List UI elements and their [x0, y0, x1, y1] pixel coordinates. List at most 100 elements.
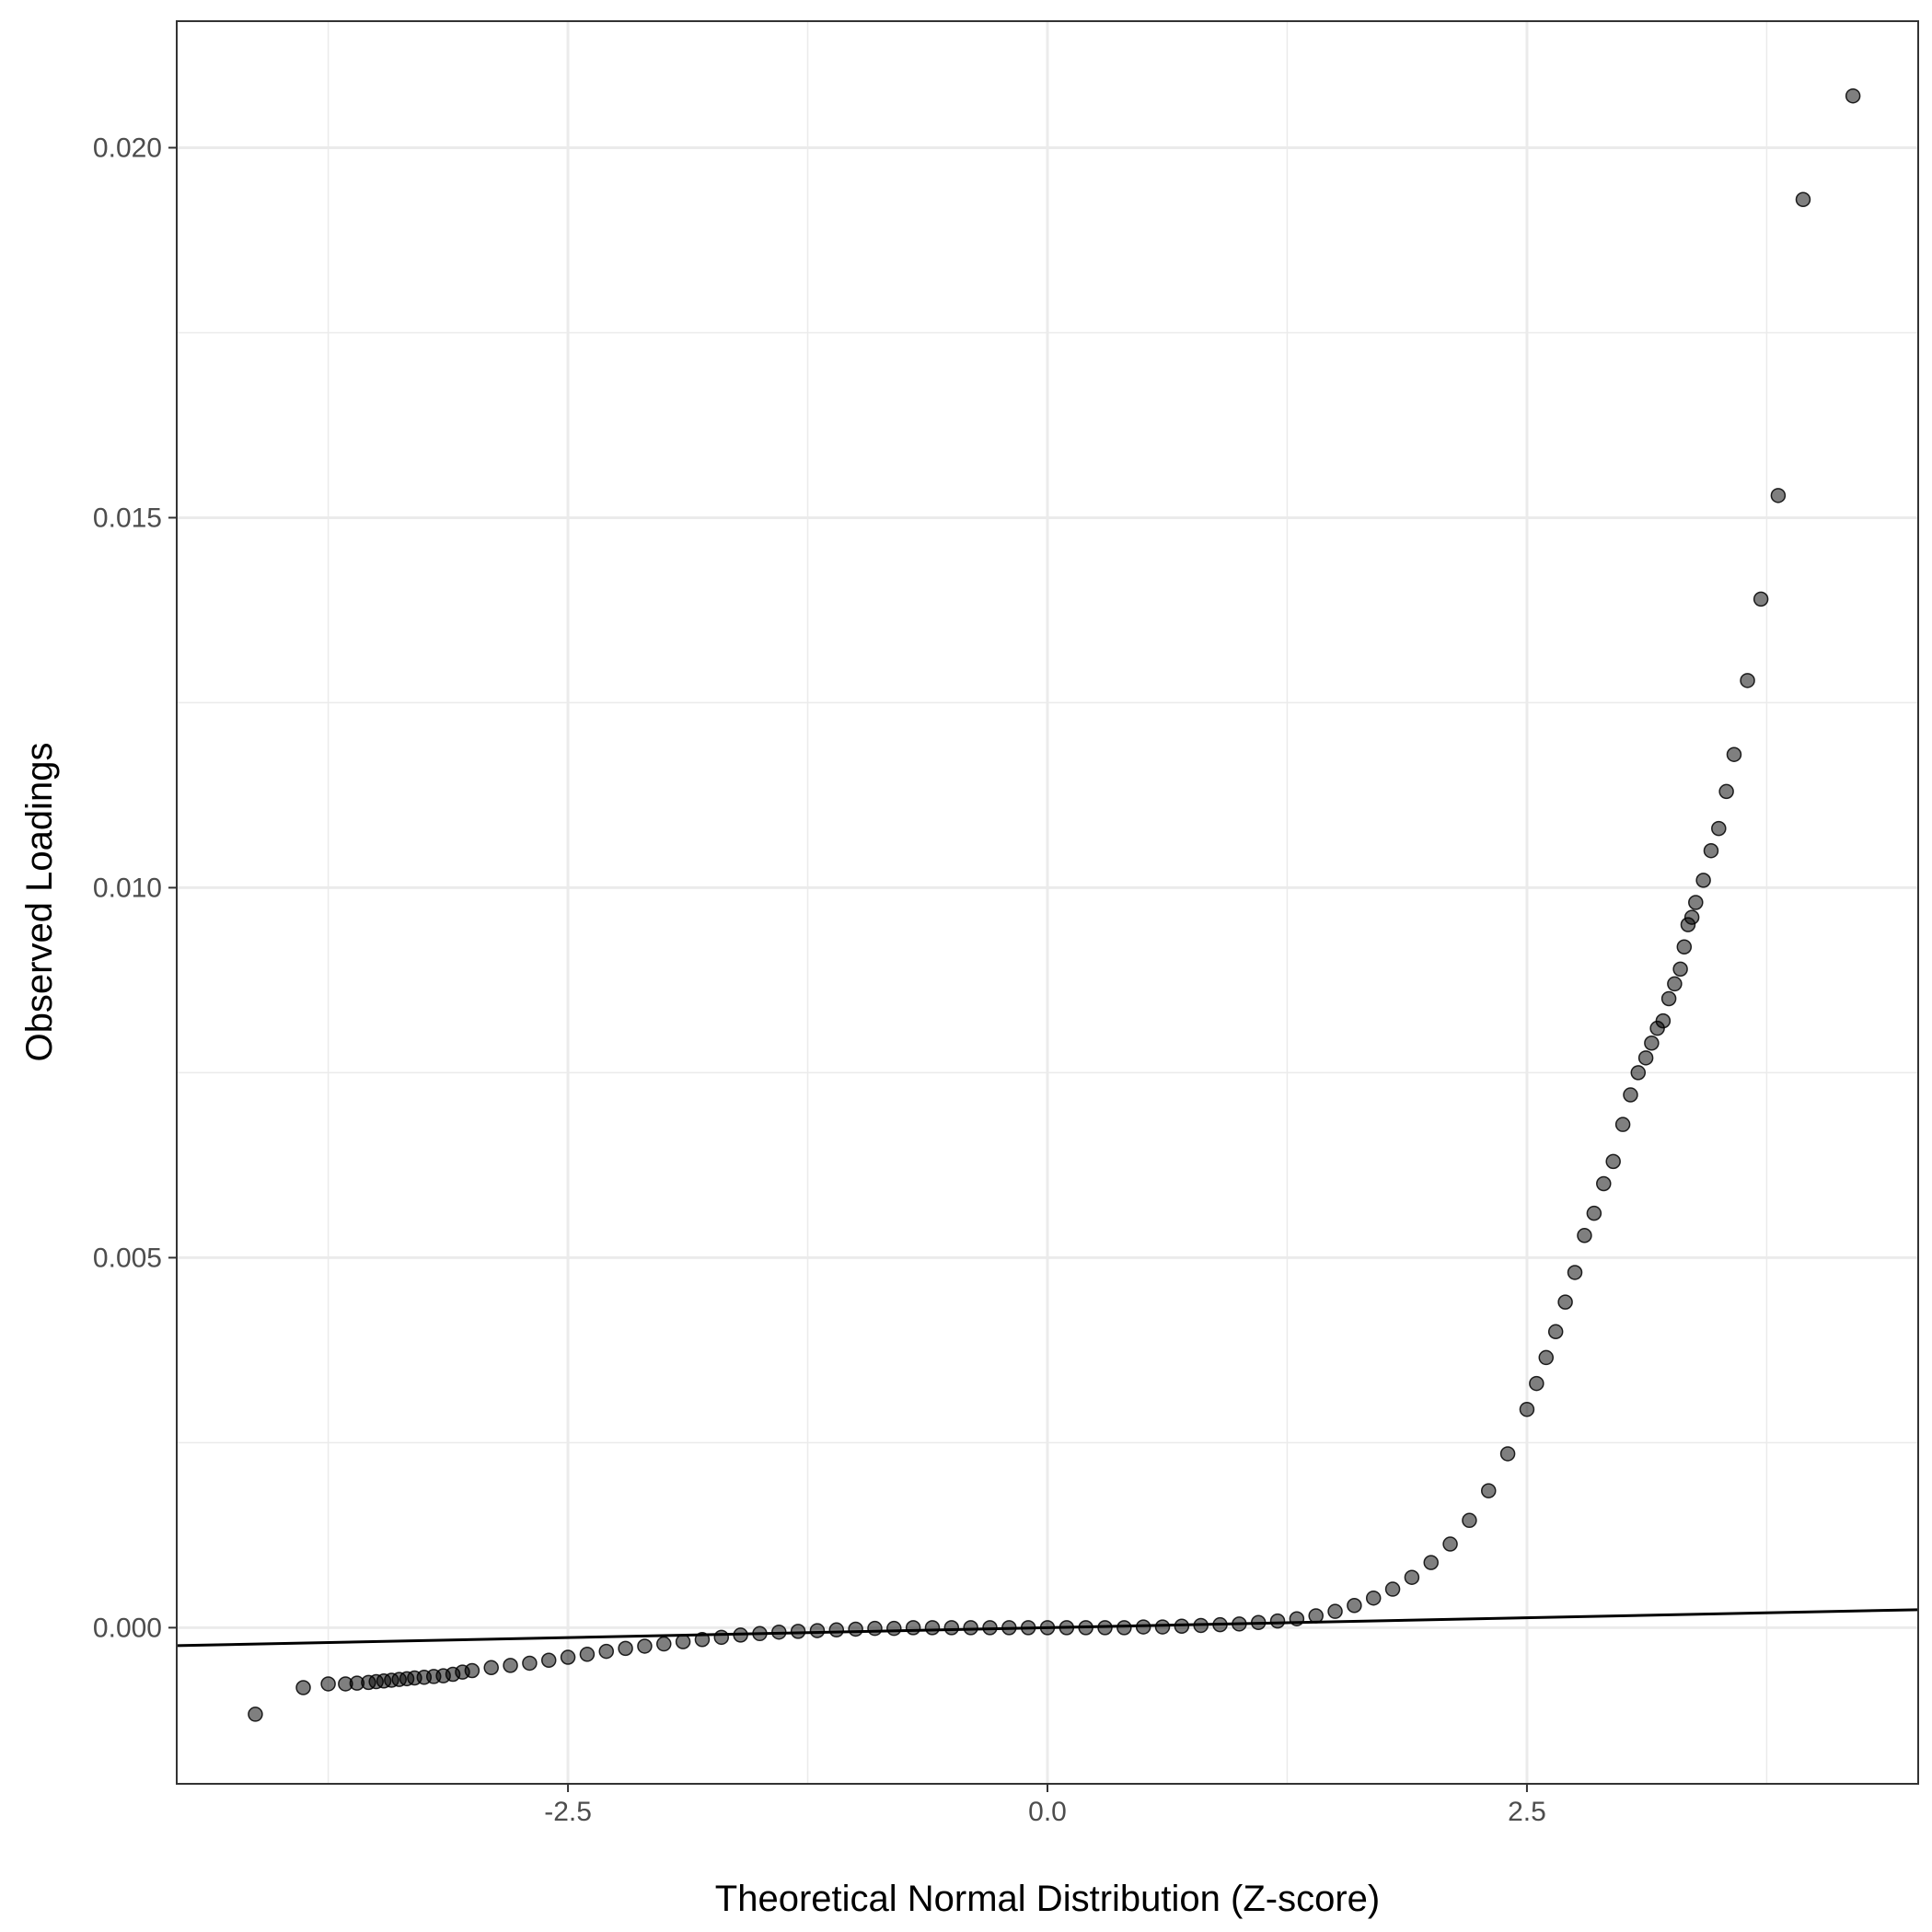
data-point [1655, 1012, 1672, 1029]
y-axis-ticks: 0.000 0.005 0.010 0.015 0.020 [93, 133, 177, 1643]
data-point [1462, 1512, 1477, 1529]
data-point [1753, 591, 1769, 607]
x-tick-label: 2.5 [1508, 1797, 1546, 1827]
data-point [1327, 1603, 1343, 1619]
data-point [1586, 1205, 1602, 1221]
data-point [1308, 1608, 1324, 1624]
data-point [1538, 1349, 1555, 1366]
data-point [1711, 820, 1727, 837]
data-point [1577, 1228, 1592, 1244]
data-point [1637, 1050, 1654, 1066]
data-point [1020, 1620, 1036, 1636]
y-tick-label: 0.015 [93, 503, 162, 533]
data-point [943, 1620, 960, 1636]
data-point [1499, 1446, 1516, 1462]
y-tick-label: 0.020 [93, 133, 162, 163]
data-point [637, 1638, 653, 1654]
data-point [1605, 1153, 1621, 1170]
data-point [1660, 990, 1677, 1007]
data-point [1001, 1620, 1017, 1636]
data-point [1718, 783, 1734, 800]
data-point [1740, 673, 1755, 688]
data-point [320, 1676, 336, 1692]
data-point [1232, 1616, 1247, 1632]
data-point [1289, 1611, 1305, 1626]
data-point [1726, 746, 1742, 762]
data-point [1667, 976, 1683, 992]
data-point [1039, 1620, 1056, 1636]
data-point [1845, 87, 1861, 104]
data-point [886, 1620, 902, 1637]
data-point [1423, 1555, 1439, 1570]
data-point [1116, 1620, 1132, 1636]
data-point [848, 1621, 863, 1637]
data-point [1676, 939, 1693, 954]
data-point [1135, 1619, 1151, 1635]
data-point [1614, 1116, 1631, 1132]
data-point [522, 1655, 538, 1672]
data-point [656, 1636, 672, 1652]
data-point [1174, 1618, 1190, 1635]
data-point [867, 1620, 883, 1637]
data-point [295, 1680, 311, 1695]
data-point [1688, 895, 1704, 910]
data-point [694, 1631, 711, 1648]
major-gridlines [177, 21, 1918, 1784]
data-point [1683, 909, 1700, 925]
data-point [1442, 1536, 1458, 1552]
data-point [483, 1660, 499, 1676]
data-point [1078, 1620, 1093, 1636]
data-point [1596, 1175, 1612, 1192]
data-point [675, 1634, 691, 1649]
data-point [560, 1649, 576, 1665]
data-point [464, 1662, 480, 1679]
data-point [713, 1629, 730, 1646]
data-point [1695, 873, 1711, 888]
data-point [1097, 1620, 1113, 1636]
x-axis-ticks: -2.5 0.0 2.5 [544, 1784, 1546, 1827]
data-point [1567, 1265, 1583, 1280]
data-point [1059, 1620, 1075, 1636]
data-point [1193, 1617, 1209, 1634]
data-point [752, 1625, 768, 1642]
data-point [1384, 1581, 1401, 1597]
data-point [1250, 1614, 1267, 1630]
data-point [1795, 191, 1811, 208]
data-point [503, 1658, 518, 1673]
data-point [1404, 1569, 1420, 1585]
data-point [1519, 1401, 1535, 1417]
data-point [1269, 1613, 1286, 1629]
data-point [1672, 961, 1688, 978]
data-point [828, 1622, 845, 1638]
data-point [1154, 1619, 1171, 1635]
x-tick-label: 0.0 [1028, 1797, 1067, 1827]
data-point [598, 1643, 614, 1660]
data-point [618, 1640, 633, 1657]
data-point [733, 1627, 748, 1643]
data-point [1347, 1597, 1362, 1614]
data-point [540, 1652, 557, 1668]
data-point [1703, 842, 1719, 859]
data-point [924, 1620, 941, 1636]
data-point [1365, 1590, 1382, 1606]
data-point [1481, 1483, 1497, 1498]
y-axis-title: Observed Loadings [19, 743, 60, 1062]
data-point [982, 1620, 998, 1636]
data-point [1547, 1324, 1564, 1340]
data-point [1770, 488, 1787, 503]
data-points [248, 87, 1861, 1722]
data-point [579, 1647, 596, 1662]
y-tick-label: 0.000 [93, 1613, 162, 1643]
data-point [905, 1620, 921, 1636]
data-point [771, 1624, 787, 1640]
data-point [809, 1623, 826, 1638]
x-axis-title: Theoretical Normal Distribution (Z-score… [715, 1879, 1380, 1919]
data-point [1630, 1065, 1647, 1081]
y-tick-label: 0.010 [93, 873, 162, 903]
data-point [1623, 1087, 1638, 1103]
y-tick-label: 0.005 [93, 1243, 162, 1273]
data-point [790, 1624, 806, 1639]
data-point [1212, 1616, 1228, 1633]
data-point [248, 1706, 263, 1722]
